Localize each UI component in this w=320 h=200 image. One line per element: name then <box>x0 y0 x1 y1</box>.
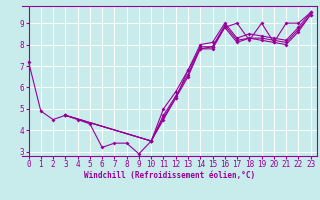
X-axis label: Windchill (Refroidissement éolien,°C): Windchill (Refroidissement éolien,°C) <box>84 171 255 180</box>
